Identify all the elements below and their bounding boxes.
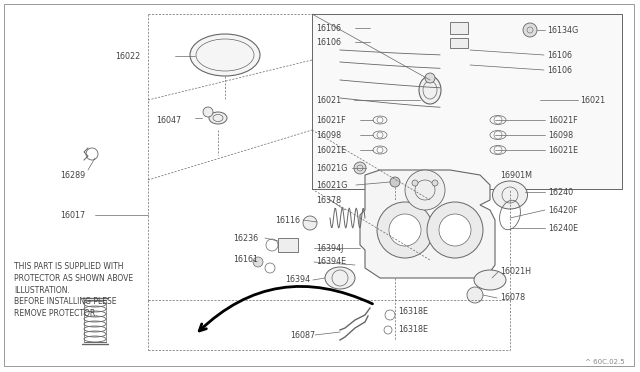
Bar [278,238,298,252]
Ellipse shape [419,76,441,104]
Text: 16021E: 16021E [316,145,346,154]
Bar [312,14,622,189]
Text: 16901M: 16901M [500,170,532,180]
Ellipse shape [474,270,506,290]
Circle shape [439,214,471,246]
Text: 16098: 16098 [548,131,573,140]
Circle shape [405,170,445,210]
Circle shape [412,180,418,186]
Bar [450,38,468,48]
Circle shape [253,257,263,267]
Text: 16394J: 16394J [316,244,344,253]
Text: 16078: 16078 [500,294,525,302]
Text: 16017: 16017 [60,211,85,219]
Text: 16106: 16106 [547,65,572,74]
Text: 16022: 16022 [115,51,140,61]
Ellipse shape [493,181,527,209]
Text: 16134G: 16134G [547,26,579,35]
Text: 16420F: 16420F [548,205,578,215]
Text: 16021G: 16021G [316,180,348,189]
Circle shape [203,107,213,117]
Text: 16240E: 16240E [548,224,578,232]
Text: 16021H: 16021H [500,267,531,276]
Text: 16394: 16394 [285,276,310,285]
Text: 16021G: 16021G [316,164,348,173]
Text: 16116: 16116 [275,215,300,224]
Text: 16394E: 16394E [316,257,346,266]
Text: 16236: 16236 [233,234,258,243]
Circle shape [432,180,438,186]
Text: 16098: 16098 [316,131,341,140]
Circle shape [425,73,435,83]
Text: 16289: 16289 [60,170,85,180]
Circle shape [377,202,433,258]
Text: 16106: 16106 [316,38,341,46]
Circle shape [303,216,317,230]
Text: 16378: 16378 [316,196,341,205]
Text: 16240: 16240 [548,187,573,196]
Polygon shape [360,170,495,278]
Text: ^ 60C.02.5: ^ 60C.02.5 [586,359,625,365]
Text: 16021F: 16021F [316,115,346,125]
Text: 16106: 16106 [547,51,572,60]
Bar [450,22,468,34]
Circle shape [523,23,537,37]
Text: 16318E: 16318E [398,326,428,334]
Text: 16021: 16021 [316,96,341,105]
Circle shape [390,177,400,187]
Ellipse shape [325,267,355,289]
Text: 16161: 16161 [233,256,258,264]
Text: 16318E: 16318E [398,308,428,317]
Circle shape [389,214,421,246]
Text: 16047: 16047 [156,115,181,125]
Circle shape [354,162,366,174]
Text: 16021F: 16021F [548,115,578,125]
Ellipse shape [190,34,260,76]
Text: THIS PART IS SUPPLIED WITH
PROTECTOR AS SHOWN ABOVE
ILLUSTRATION.
BEFORE INSTALL: THIS PART IS SUPPLIED WITH PROTECTOR AS … [14,262,133,318]
Text: 16087: 16087 [290,330,315,340]
Text: 16021E: 16021E [548,145,578,154]
Circle shape [467,287,483,303]
Ellipse shape [209,112,227,124]
Text: 16021: 16021 [580,96,605,105]
Text: 16106: 16106 [316,23,341,32]
Circle shape [427,202,483,258]
